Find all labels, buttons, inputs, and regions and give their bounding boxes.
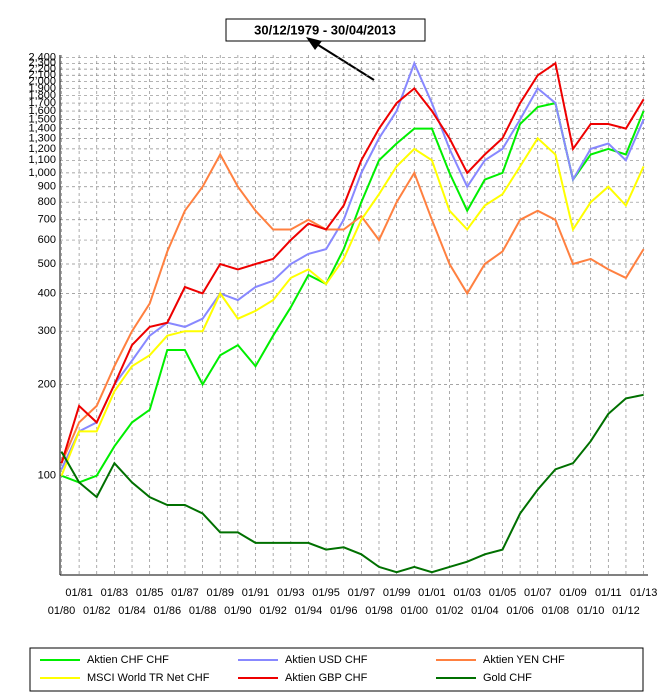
x-tick-label: 01/88: [189, 605, 217, 617]
x-tick-label: 01/00: [401, 605, 429, 617]
annotation-arrowhead: [306, 37, 322, 50]
y-tick-label: 200: [38, 378, 56, 390]
legend-label: MSCI World TR Net CHF: [87, 672, 210, 684]
y-tick-label: 100: [38, 470, 56, 482]
y-tick-label: 800: [38, 196, 56, 208]
annotation: 30/12/1979 - 30/04/2013: [254, 22, 396, 37]
legend-label: Aktien YEN CHF: [483, 654, 565, 666]
line-series: [60, 61, 645, 464]
x-tick-label: 01/93: [277, 587, 305, 599]
x-tick-label: 01/04: [471, 605, 499, 617]
annotation-arrow: [314, 42, 375, 81]
x-tick-label: 01/83: [101, 587, 129, 599]
legend-label: Aktien USD CHF: [285, 654, 368, 666]
legend-label: Aktien CHF CHF: [87, 654, 169, 666]
y-tick-label: 300: [38, 325, 56, 337]
line-series: [60, 393, 644, 574]
y-tick-label: 1,600: [28, 105, 56, 117]
y-tick-label: 2,300: [28, 57, 56, 69]
x-tick-label: 01/03: [453, 587, 481, 599]
x-tick-label: 01/95: [312, 587, 340, 599]
y-tick-label: 1,100: [28, 154, 56, 166]
line-series: [60, 60, 645, 470]
x-tick-label: 01/98: [365, 605, 393, 617]
y-tick-label: 1,900: [28, 82, 56, 94]
x-tick-label: 01/91: [242, 587, 270, 599]
y-tick-label: 1,300: [28, 132, 56, 144]
y-tick-label: 1,700: [28, 97, 56, 109]
x-tick-label: 01/84: [118, 605, 146, 617]
line-series: [60, 152, 645, 464]
annotation-box: [225, 18, 426, 42]
y-tick-label: 400: [38, 287, 56, 299]
y-tick-label: 900: [38, 181, 56, 193]
y-tick-label: 2,100: [28, 69, 56, 81]
y-tick-label: 2,200: [28, 63, 56, 75]
legend-label: Aktien GBP CHF: [285, 672, 368, 684]
y-tick-label: 700: [38, 214, 56, 226]
x-tick-label: 01/05: [489, 587, 517, 599]
line-series: [60, 136, 645, 477]
y-tick-label: 600: [38, 234, 56, 246]
x-tick-label: 01/99: [383, 587, 411, 599]
x-tick-label: 01/07: [524, 587, 552, 599]
y-tick-label: 2,400: [28, 52, 56, 64]
x-tick-label: 01/12: [612, 605, 640, 617]
x-tick-label: 01/82: [83, 605, 111, 617]
y-tick-label: 1,400: [28, 123, 56, 135]
x-tick-label: 01/09: [559, 587, 587, 599]
x-tick-label: 01/11: [595, 587, 622, 599]
x-tick-label: 01/87: [171, 587, 199, 599]
y-tick-label: 1,000: [28, 167, 56, 179]
x-tick-label: 01/80: [48, 605, 76, 617]
x-tick-label: 01/08: [542, 605, 570, 617]
x-tick-label: 01/96: [330, 605, 358, 617]
y-tick-label: 1,800: [28, 89, 56, 101]
x-tick-label: 01/97: [348, 587, 376, 599]
y-tick-label: 1,500: [28, 113, 56, 125]
y-tick-label: 2,000: [28, 76, 56, 88]
x-tick-label: 01/01: [418, 587, 446, 599]
x-tick-label: 01/06: [506, 605, 534, 617]
x-tick-label: 01/13: [630, 587, 658, 599]
y-tick-label: 500: [38, 258, 56, 270]
x-tick-label: 01/81: [65, 587, 93, 599]
x-tick-label: 01/92: [259, 605, 287, 617]
x-tick-label: 01/89: [206, 587, 234, 599]
x-tick-label: 01/10: [577, 605, 605, 617]
x-tick-label: 01/90: [224, 605, 252, 617]
x-tick-label: 01/02: [436, 605, 464, 617]
y-tick-label: 1,200: [28, 143, 56, 155]
legend-label: Gold CHF: [483, 672, 532, 684]
x-tick-label: 01/86: [154, 605, 182, 617]
line-series: [61, 101, 645, 484]
x-tick-label: 01/94: [295, 605, 323, 617]
legend: [29, 647, 644, 692]
x-tick-label: 01/85: [136, 587, 164, 599]
